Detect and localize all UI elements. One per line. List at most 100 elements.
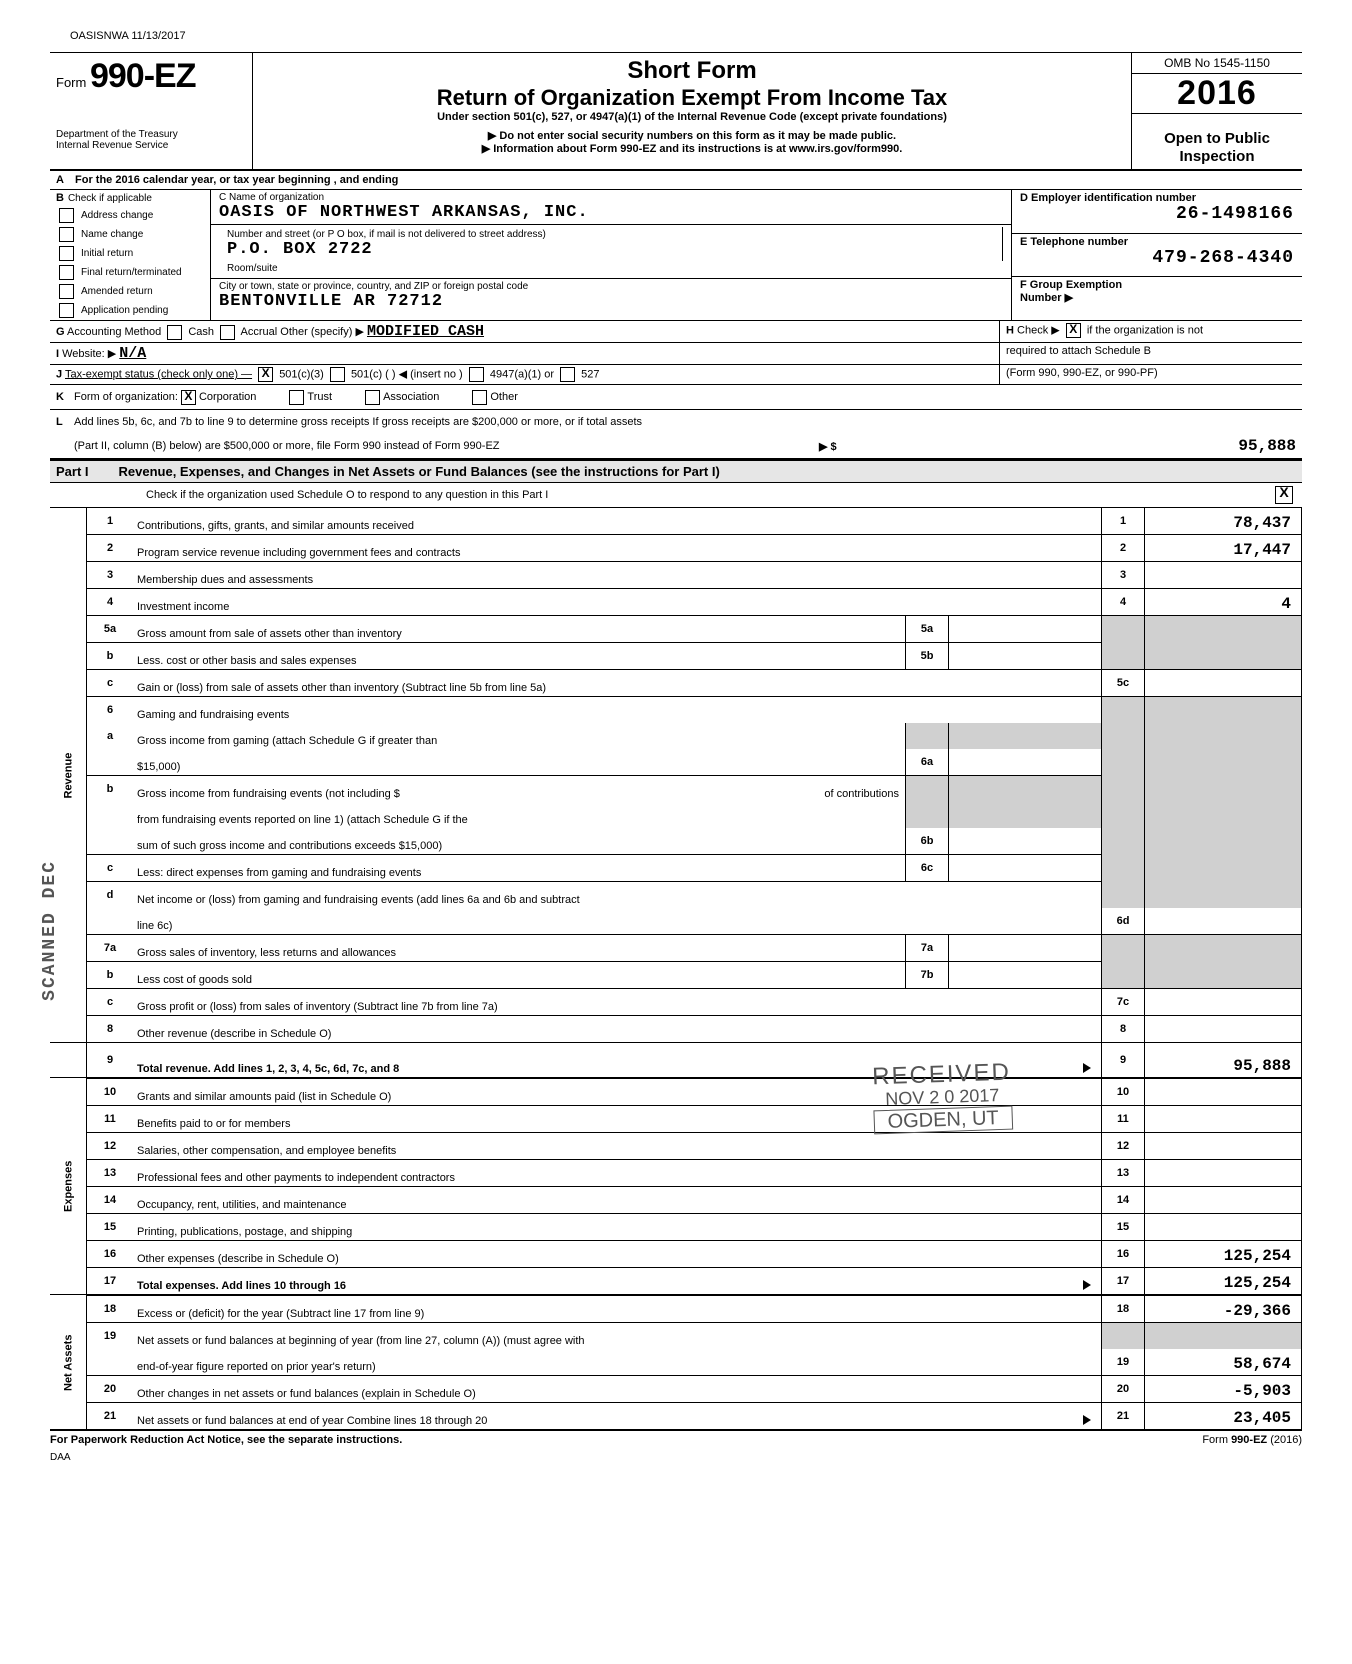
- street-label: Number and street (or P O box, if mail i…: [227, 229, 994, 240]
- scanned-stamp: SCANNED DEC: [40, 860, 60, 1001]
- form-number: 990-EZ: [90, 57, 196, 95]
- g-label: Accounting Method: [67, 326, 161, 338]
- checkbox-pending[interactable]: [59, 303, 74, 318]
- checkbox-other-circ[interactable]: [472, 390, 487, 405]
- tax-year: 2016: [1132, 74, 1302, 114]
- dept-row: Department of the Treasury Internal Reve…: [50, 127, 1302, 171]
- line-10-amt: [1145, 1078, 1302, 1106]
- line-7a-desc: Gross sales of inventory, less returns a…: [133, 935, 906, 962]
- part1-check-row: Check if the organization used Schedule …: [50, 483, 1302, 508]
- line-21-desc: Net assets or fund balances at end of ye…: [137, 1415, 487, 1427]
- dept-treasury: Department of the Treasury: [56, 129, 246, 140]
- insert-no: ) ◀ (insert no ): [392, 368, 463, 380]
- line-10-desc: Grants and similar amounts paid (list in…: [133, 1078, 1102, 1106]
- line-l-1: L Add lines 5b, 6c, and 7b to line 9 to …: [50, 410, 1302, 434]
- line-18-desc: Excess or (deficit) for the year (Subtra…: [133, 1295, 1102, 1323]
- checkbox-501c3[interactable]: X: [258, 367, 273, 382]
- trust-label: Trust: [307, 391, 332, 403]
- line-3-desc: Membership dues and assessments: [133, 562, 1102, 589]
- line-6c-desc: Less: direct expenses from gaming and fu…: [133, 855, 906, 882]
- k-letter: K: [56, 391, 74, 403]
- checkbox-4947[interactable]: [469, 367, 484, 382]
- checkbox-addr-change[interactable]: [59, 208, 74, 223]
- h-check-label: Check ▶: [1017, 324, 1060, 336]
- line-20-amt: -5,903: [1145, 1375, 1302, 1402]
- line-19-amt: 58,674: [1145, 1349, 1302, 1376]
- line-5c-desc: Gain or (loss) from sale of assets other…: [133, 670, 1102, 697]
- line-1-amt: 78,437: [1145, 508, 1302, 535]
- line-8-amt: [1145, 1016, 1302, 1043]
- part1-title: Revenue, Expenses, and Changes in Net As…: [119, 464, 720, 479]
- line-16-amt: 125,254: [1145, 1240, 1302, 1267]
- 4947-label: 4947(a)(1) or: [490, 368, 554, 380]
- line-12-amt: [1145, 1132, 1302, 1159]
- checkbox-final[interactable]: [59, 265, 74, 280]
- footer: For Paperwork Reduction Act Notice, see …: [50, 1431, 1302, 1446]
- l-text2: (Part II, column (B) below) are $500,000…: [74, 440, 500, 452]
- 501c3-label: 501(c)(3): [279, 368, 324, 380]
- line-6a-desc1: Gross income from gaming (attach Schedul…: [133, 723, 906, 749]
- 527-label: 527: [581, 368, 599, 380]
- checkbox-527[interactable]: [560, 367, 575, 382]
- h-text2: required to attach Schedule B: [1006, 345, 1151, 357]
- omb-number: OMB No 1545-1150: [1132, 53, 1302, 74]
- initial-label: Initial return: [81, 248, 133, 259]
- title-row: Form 990-EZ Short Form Return of Organiz…: [50, 52, 1302, 127]
- footer-right: Form 990-EZ (2016): [1202, 1434, 1302, 1446]
- street-value: P.O. BOX 2722: [227, 240, 994, 259]
- l-letter: L: [56, 416, 74, 428]
- checkbox-initial[interactable]: [59, 246, 74, 261]
- id-block: B Check if applicable Address change Nam…: [50, 190, 1302, 321]
- line-7c-desc: Gross profit or (loss) from sales of inv…: [133, 989, 1102, 1016]
- h-text3: (Form 990, 990-EZ, or 990-PF): [1006, 367, 1158, 379]
- line-19-desc1: Net assets or fund balances at beginning…: [133, 1322, 1102, 1349]
- checkbox-schedule-o[interactable]: X: [1275, 486, 1293, 504]
- name-change-label: Name change: [81, 229, 143, 240]
- line-g-h: G Accounting Method Cash Accrual Other (…: [50, 321, 1302, 343]
- line-20-desc: Other changes in net assets or fund bala…: [133, 1375, 1102, 1402]
- part1-label: Part I: [56, 464, 89, 479]
- line-4-desc: Investment income: [133, 589, 1102, 616]
- open-public-box: Open to Public Inspection: [1131, 127, 1302, 169]
- line-14-desc: Occupancy, rent, utilities, and maintena…: [133, 1186, 1102, 1213]
- c-label: C Name of organization: [219, 192, 1003, 203]
- part1-header: Part I Revenue, Expenses, and Changes in…: [50, 460, 1302, 483]
- other-label-k: Other: [490, 391, 518, 403]
- addr-change-label: Address change: [81, 210, 153, 221]
- line-6d-desc1: Net income or (loss) from gaming and fun…: [133, 882, 1102, 909]
- line-a: A For the 2016 calendar year, or tax yea…: [50, 171, 1302, 190]
- checkbox-amended[interactable]: [59, 284, 74, 299]
- city-label: City or town, state or province, country…: [219, 281, 1003, 292]
- checkbox-trust[interactable]: [289, 390, 304, 405]
- short-form-label: Short Form: [263, 57, 1121, 85]
- line-6a-desc2: $15,000): [133, 749, 906, 776]
- checkbox-assoc[interactable]: [365, 390, 380, 405]
- corp-label: Corporation: [199, 391, 256, 403]
- checkbox-accrual[interactable]: [220, 325, 235, 340]
- ein-label: D Employer identification number: [1020, 192, 1294, 204]
- line-13-desc: Professional fees and other payments to …: [133, 1159, 1102, 1186]
- checkbox-cash[interactable]: [167, 325, 182, 340]
- line-4-amt: 4: [1145, 589, 1302, 616]
- website-value: N/A: [119, 345, 146, 362]
- other-label: Other (specify) ▶: [280, 326, 364, 338]
- checkbox-h[interactable]: X: [1066, 323, 1081, 338]
- name-column: C Name of organization OASIS OF NORTHWES…: [211, 190, 1011, 320]
- group-exempt-label: F Group Exemption: [1020, 279, 1294, 291]
- line-14-amt: [1145, 1186, 1302, 1213]
- line-a-text: For the 2016 calendar year, or tax year …: [75, 174, 398, 186]
- open-public: Open to Public Inspection: [1132, 127, 1302, 169]
- city-value: BENTONVILLE AR 72712: [219, 292, 1003, 311]
- checkbox-501c[interactable]: [330, 367, 345, 382]
- check-b-label: Check if applicable: [68, 193, 152, 204]
- line-5b-desc: Less. cost or other basis and sales expe…: [133, 643, 906, 670]
- line-2-desc: Program service revenue including govern…: [133, 535, 1102, 562]
- org-name: OASIS OF NORTHWEST ARKANSAS, INC.: [219, 203, 1003, 222]
- line-k: K Form of organization: X Corporation Tr…: [50, 385, 1302, 410]
- return-title: Return of Organization Exempt From Incom…: [263, 85, 1121, 111]
- checkbox-corp[interactable]: X: [181, 390, 196, 405]
- line-1-desc: Contributions, gifts, grants, and simila…: [133, 508, 1102, 535]
- checkbox-name-change[interactable]: [59, 227, 74, 242]
- header-code: OASISNWA 11/13/2017: [70, 30, 1302, 42]
- line-15-desc: Printing, publications, postage, and shi…: [133, 1213, 1102, 1240]
